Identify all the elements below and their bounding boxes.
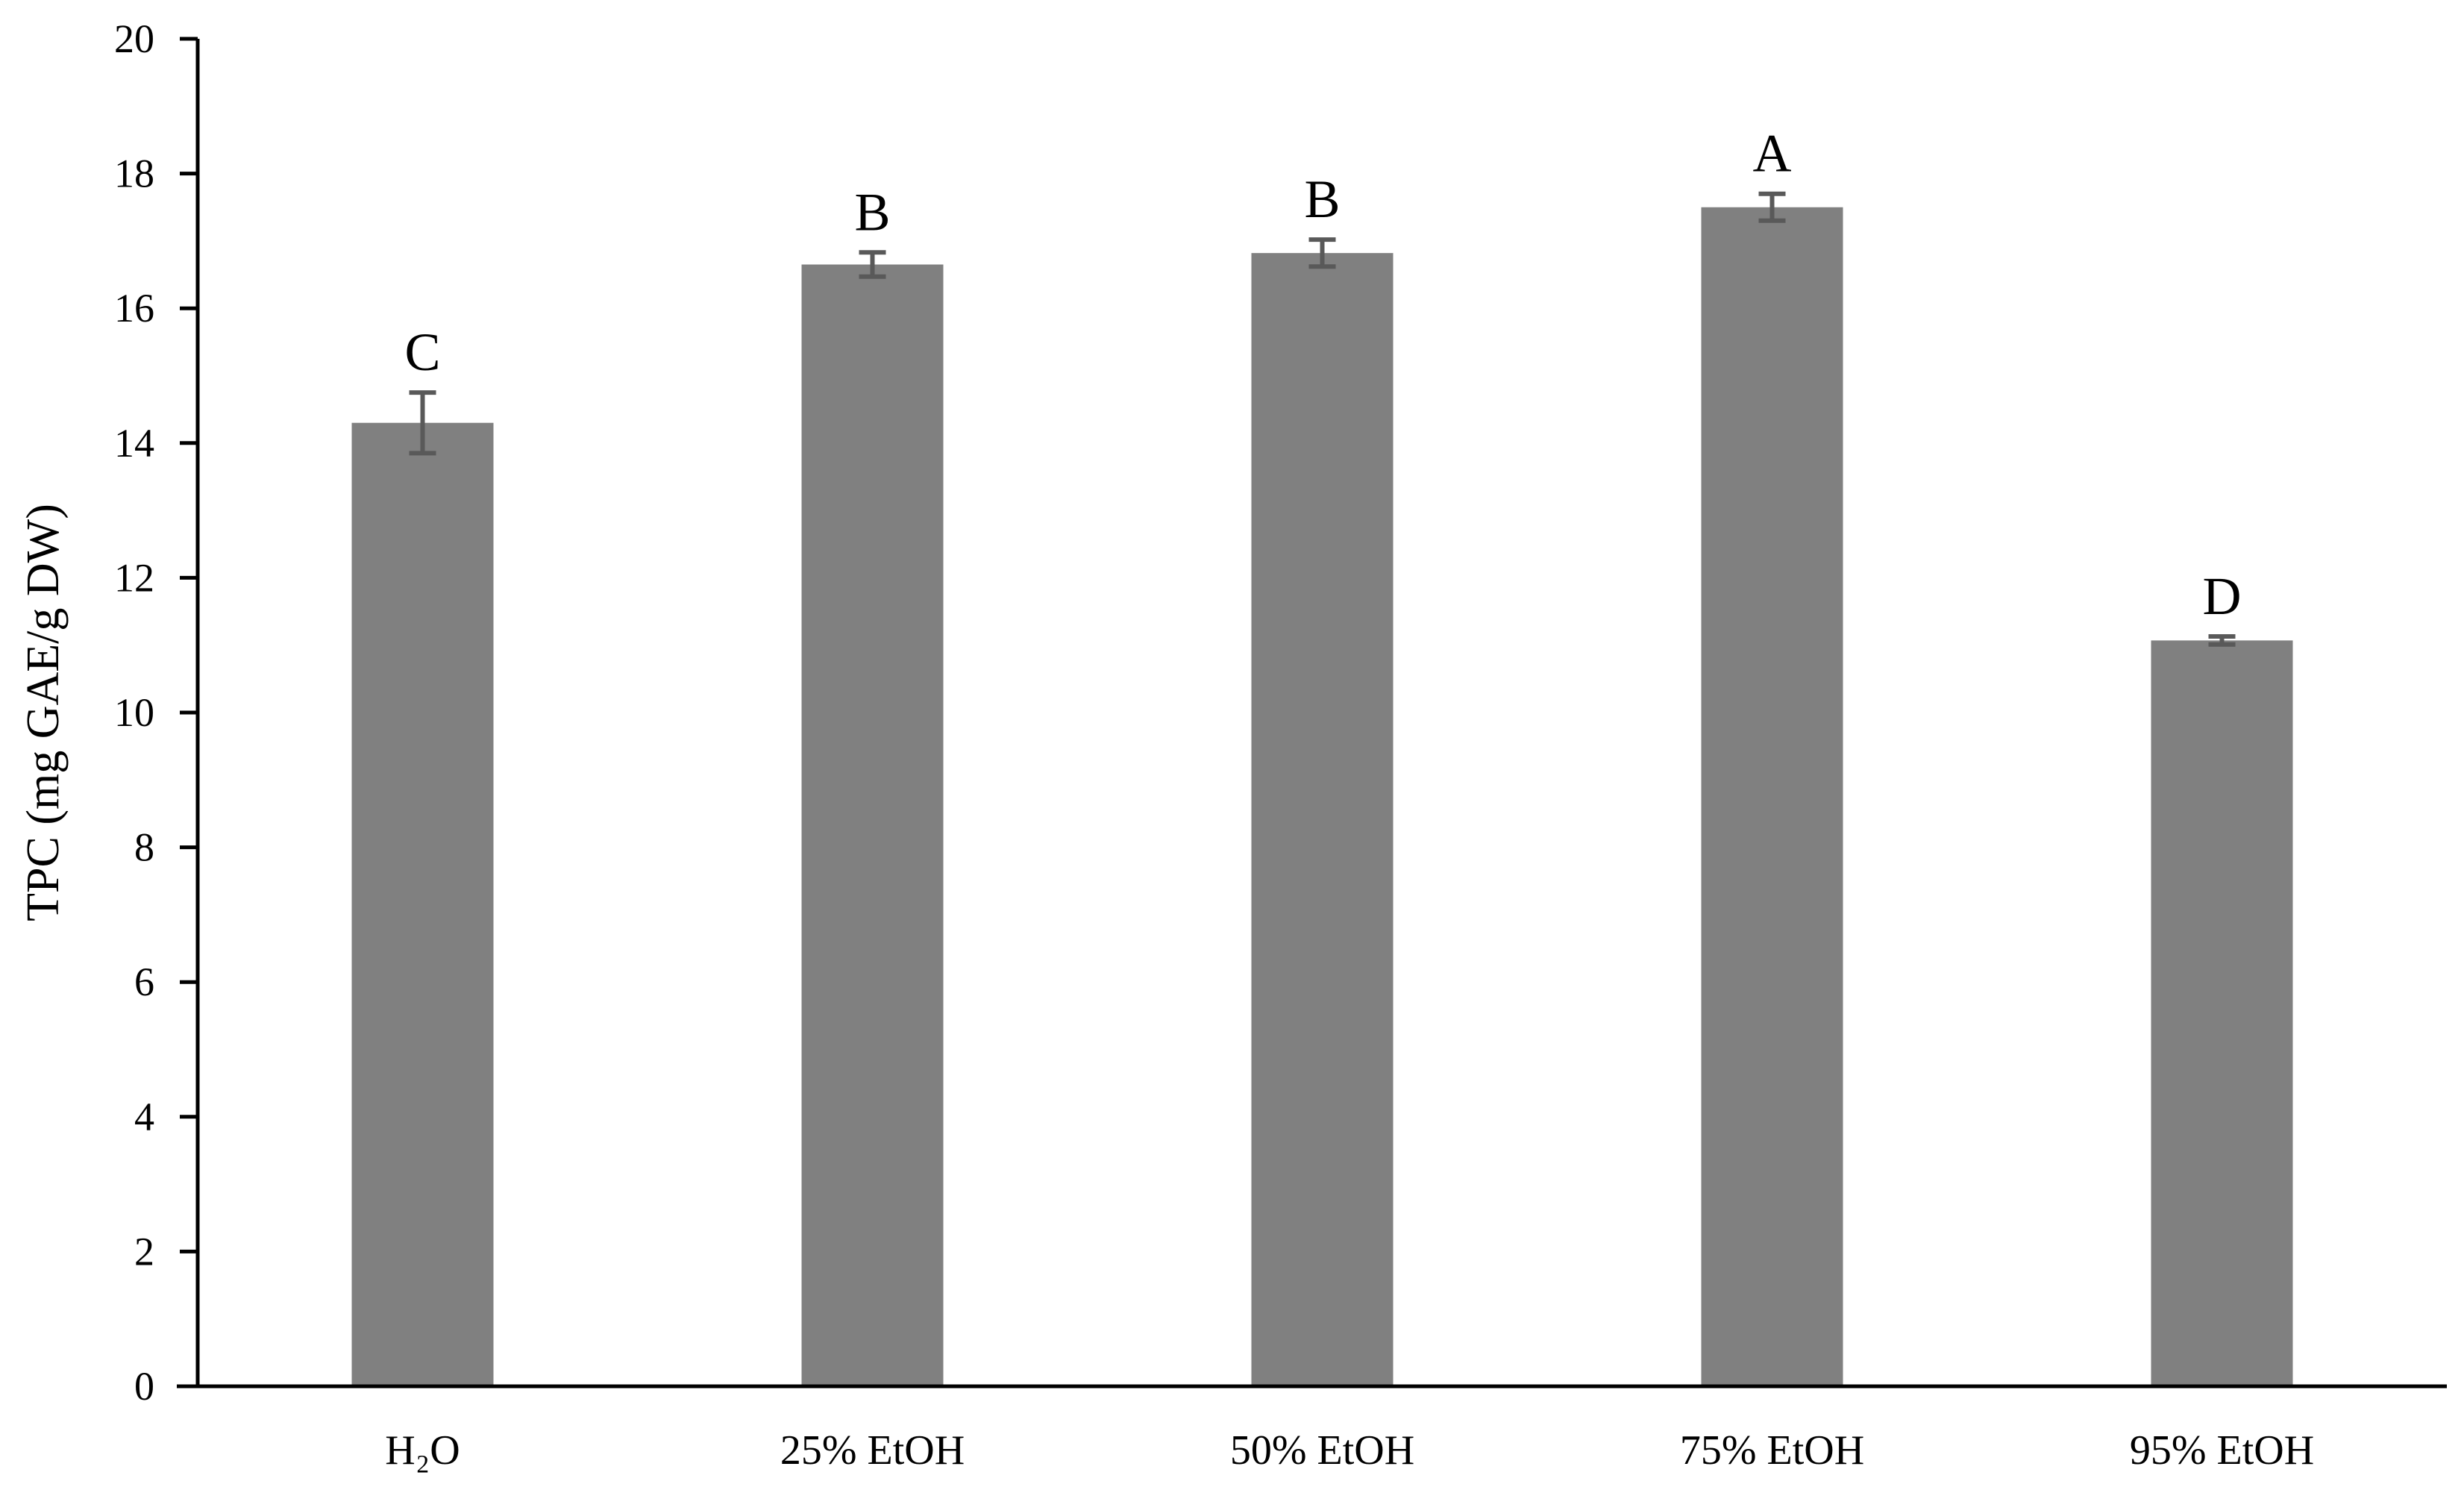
significance-label: B <box>1304 169 1340 229</box>
error-bar <box>859 250 886 279</box>
y-tick-label: 12 <box>114 555 154 600</box>
y-tick-label: 2 <box>134 1229 154 1274</box>
significance-label: C <box>404 322 440 382</box>
y-tick-labels: 0 2 4 6 8 10 12 14 16 18 20 <box>114 16 154 1409</box>
y-tick-label: 20 <box>114 16 154 61</box>
y-tick-label: 18 <box>114 151 154 196</box>
significance-label: D <box>2203 566 2242 626</box>
bar <box>2151 640 2293 1386</box>
bar <box>801 264 944 1386</box>
axes <box>177 37 2447 1389</box>
x-tick-label: 25% EtOH <box>780 1427 965 1474</box>
error-bar <box>2208 633 2236 647</box>
x-category-labels: H₂O 25% EtOH 50% EtOH 75% EtOH 95% EtOH <box>385 1427 2314 1474</box>
x-tick-label: 75% EtOH <box>1680 1427 1864 1474</box>
bar <box>351 422 494 1387</box>
y-tick-label: 10 <box>114 690 154 735</box>
error-bars-layer <box>409 191 2236 647</box>
bar <box>1251 253 1394 1386</box>
significance-label: B <box>854 182 890 242</box>
x-tick-label: 95% EtOH <box>2130 1427 2314 1474</box>
y-tick-label: 14 <box>114 421 154 466</box>
bars-layer <box>351 207 2293 1387</box>
y-tick-label: 16 <box>114 286 154 331</box>
bar <box>1701 207 1843 1386</box>
y-tick-label: 8 <box>134 825 154 870</box>
y-tick-label: 6 <box>134 960 154 1004</box>
error-bar <box>1308 237 1336 269</box>
y-tick-label: 0 <box>134 1364 154 1409</box>
x-tick-label: 50% EtOH <box>1230 1427 1414 1474</box>
y-axis-title: TPC (mg GAE/g DW) <box>18 504 69 921</box>
significance-label: A <box>1753 124 1792 184</box>
significance-labels: C B B A D <box>404 124 2241 626</box>
y-tick-label: 4 <box>134 1095 154 1139</box>
error-bar <box>409 390 436 456</box>
x-tick-label: H₂O <box>385 1427 460 1474</box>
error-bar <box>1758 191 1786 223</box>
